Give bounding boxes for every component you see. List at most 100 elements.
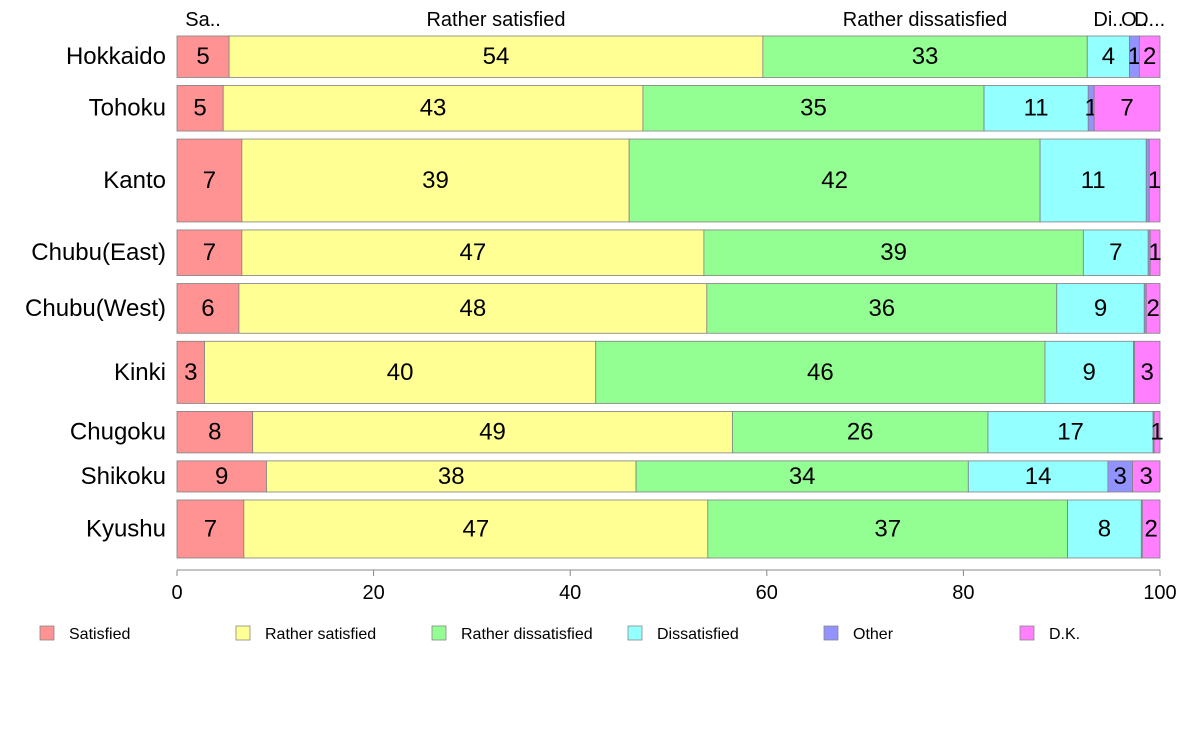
data-label-tohoku-rather-satisfied: 43	[420, 95, 447, 122]
data-label-shikoku-rather-satisfied: 38	[438, 463, 465, 490]
data-label-kanto-dissatisfied: 11	[1081, 167, 1106, 194]
bar-chugoku-rather-satisfied	[252, 411, 733, 454]
bar-kanto-satisfied	[176, 138, 243, 223]
data-label-kyushu-rather-dissatisfied: 37	[874, 515, 901, 542]
data-label-tohoku-d-k: 7	[1120, 95, 1133, 122]
category-label-shikoku: Shikoku	[81, 463, 166, 490]
data-label-shikoku-satisfied: 9	[215, 463, 228, 490]
data-label-hokkaido-dissatisfied: 4	[1102, 43, 1115, 70]
bar-shikoku-d-k	[1132, 460, 1161, 493]
top-label-d-k: D...	[1134, 9, 1165, 31]
data-label-hokkaido-rather-satisfied: 54	[483, 43, 510, 70]
legend-swatch-dissatisfied	[627, 625, 643, 641]
x-tick-label-0: 0	[171, 582, 182, 604]
x-tick-label-100: 100	[1143, 582, 1176, 604]
bar-kyushu-d-k	[1141, 499, 1161, 559]
data-label-hokkaido-other: 1	[1128, 43, 1141, 70]
x-tick-label-40: 40	[559, 582, 581, 604]
data-label-shikoku-other: 3	[1114, 463, 1127, 490]
data-label-hokkaido-satisfied: 5	[196, 43, 209, 70]
data-label-chubu-west-satisfied: 6	[201, 295, 214, 322]
top-label-dissatisfied: Di..	[1093, 9, 1123, 31]
bar-kinki-rather-satisfied	[204, 340, 597, 404]
data-label-tohoku-satisfied: 5	[193, 95, 206, 122]
bar-chubu-west-dissatisfied	[1056, 283, 1145, 334]
data-label-chugoku-d-k: 1	[1150, 419, 1163, 446]
bar-chubu-west-rather-satisfied	[238, 283, 708, 334]
bar-shikoku-rather-satisfied	[266, 460, 637, 493]
legend-swatch-other	[823, 625, 839, 641]
bar-tohoku-d-k	[1093, 85, 1161, 132]
x-tick-label-20: 20	[362, 582, 384, 604]
bar-kyushu-rather-satisfied	[243, 499, 709, 559]
bar-chugoku-dissatisfied	[987, 411, 1154, 454]
data-label-chubu-east-dissatisfied: 7	[1109, 239, 1122, 266]
bar-kanto-rather-dissatisfied	[628, 138, 1041, 223]
data-label-kanto-d-k: 1	[1148, 167, 1161, 194]
x-axis: 0 20 40 60 80 100	[171, 569, 1177, 604]
bar-chugoku-rather-dissatisfied	[731, 411, 989, 454]
bar-chubu-east-rather-dissatisfied	[703, 229, 1084, 276]
data-label-hokkaido-rather-dissatisfied: 33	[912, 43, 939, 70]
bar-kyushu-satisfied	[176, 499, 245, 559]
bar-tohoku-rather-dissatisfied	[642, 85, 985, 132]
legend-label-rather-dissatisfied: Rather dissatisfied	[461, 626, 593, 643]
data-label-tohoku-rather-dissatisfied: 35	[800, 95, 827, 122]
data-label-chubu-west-rather-dissatisfied: 36	[868, 295, 895, 322]
bar-chubu-west-rather-dissatisfied	[706, 283, 1058, 334]
data-label-kyushu-satisfied: 7	[204, 515, 217, 542]
category-label-chubu-west: Chubu(West)	[25, 295, 166, 322]
data-label-kinki-satisfied: 3	[184, 359, 197, 386]
data-label-kanto-satisfied: 7	[203, 167, 216, 194]
legend-swatch-satisfied	[39, 625, 55, 641]
category-label-tohoku: Tohoku	[89, 95, 166, 122]
data-label-chubu-east-d-k: 1	[1148, 239, 1161, 266]
x-tick-label-60: 60	[756, 582, 778, 604]
data-label-chubu-west-dissatisfied: 9	[1094, 295, 1107, 322]
top-series-labels: Sa.. Rather satisfied Rather dissatisfied D…	[185, 9, 1165, 31]
data-label-tohoku-dissatisfied: 11	[1024, 95, 1049, 122]
bar-kanto-d-k	[1148, 138, 1161, 223]
data-label-chubu-east-satisfied: 7	[203, 239, 216, 266]
bar-chugoku-d-k	[1153, 411, 1161, 454]
data-label-chubu-west-d-k: 2	[1146, 295, 1159, 322]
category-label-kyushu: Kyushu	[86, 515, 166, 542]
bar-kyushu-dissatisfied	[1067, 499, 1142, 559]
legend-swatch-rather-dissatisfied	[431, 625, 447, 641]
bar-kinki-rather-dissatisfied	[595, 340, 1046, 404]
data-label-kinki-dissatisfied: 9	[1083, 359, 1096, 386]
legend-label-other: Other	[853, 626, 894, 643]
bar-kinki-satisfied	[176, 340, 205, 404]
bar-shikoku-rather-dissatisfied	[635, 460, 969, 493]
data-label-kinki-rather-dissatisfied: 46	[807, 359, 834, 386]
data-label-kyushu-rather-satisfied: 47	[462, 515, 489, 542]
data-label-kanto-rather-satisfied: 39	[422, 167, 449, 194]
category-label-kinki: Kinki	[114, 359, 166, 386]
bar-kinki-d-k	[1134, 340, 1161, 404]
data-label-kyushu-d-k: 2	[1144, 515, 1157, 542]
legend-swatch-rather-satisfied	[235, 625, 251, 641]
data-label-kyushu-dissatisfied: 8	[1098, 515, 1111, 542]
category-label-chubu-east: Chubu(East)	[31, 239, 166, 266]
category-label-hokkaido: Hokkaido	[66, 43, 166, 70]
data-label-kanto-rather-dissatisfied: 42	[821, 167, 848, 194]
category-label-kanto: Kanto	[103, 167, 166, 194]
data-label-shikoku-d-k: 3	[1140, 463, 1153, 490]
data-label-chugoku-dissatisfied: 17	[1057, 419, 1084, 446]
legend-label-d-k: D.K.	[1049, 626, 1080, 643]
legend: Satisfied Rather satisfied Rather dissatis…	[39, 625, 1080, 643]
bar-tohoku-rather-satisfied	[222, 85, 644, 132]
legend-label-rather-satisfied: Rather satisfied	[265, 626, 376, 643]
top-label-rather-satisfied: Rather satisfied	[426, 9, 565, 31]
x-tick-label-80: 80	[952, 582, 974, 604]
bar-shikoku-satisfied	[176, 460, 267, 493]
data-label-shikoku-dissatisfied: 14	[1025, 463, 1052, 490]
data-label-chubu-east-rather-dissatisfied: 39	[880, 239, 907, 266]
data-label-shikoku-rather-dissatisfied: 34	[789, 463, 816, 490]
data-label-chugoku-rather-dissatisfied: 26	[847, 419, 874, 446]
bar-tohoku-dissatisfied	[983, 85, 1089, 132]
top-label-satisfied: Sa..	[185, 9, 221, 31]
legend-swatch-d-k	[1019, 625, 1035, 641]
bar-kinki-dissatisfied	[1044, 340, 1134, 404]
